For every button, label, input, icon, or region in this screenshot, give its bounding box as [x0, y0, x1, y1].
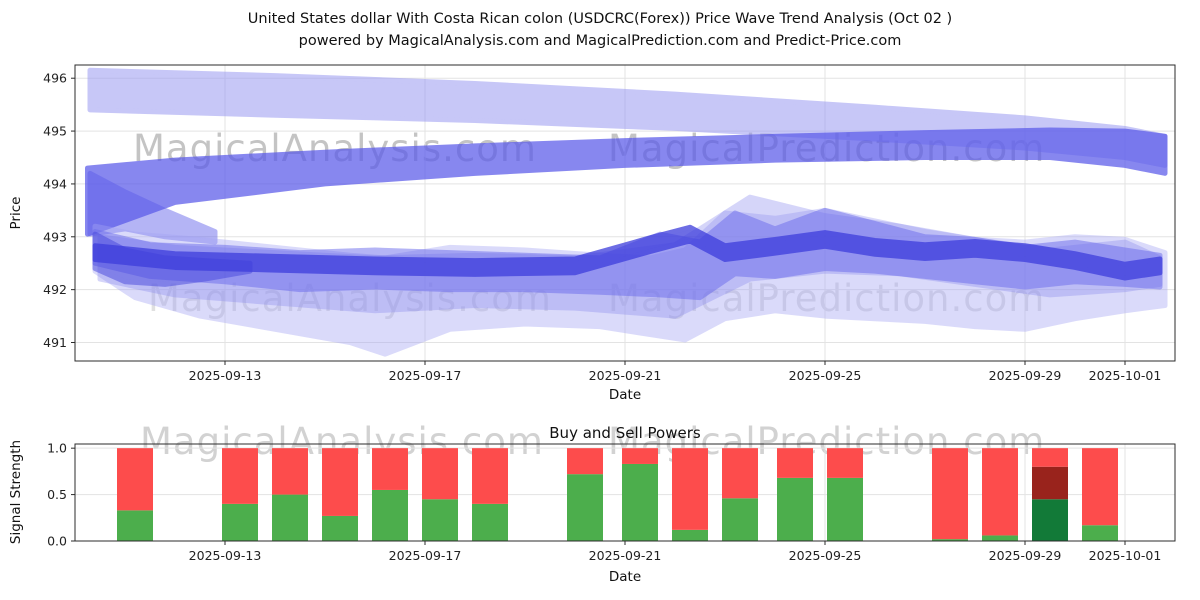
price-y-tick-label: 496 — [43, 71, 67, 86]
buy-sell-powers-title: Buy and Sell Powers — [549, 424, 701, 442]
signal-x-tick-label: 2025-10-01 — [1089, 548, 1162, 563]
price-x-tick-label: 2025-09-21 — [589, 368, 662, 383]
bar-segment-buy_dark-2025-09-30 — [1032, 499, 1068, 541]
signal-y-tick-label: 0.5 — [47, 487, 67, 502]
signal-x-tick-label: 2025-09-25 — [789, 548, 862, 563]
bar-segment-sell-2025-09-22 — [672, 448, 708, 530]
bar-segment-buy-2025-09-14 — [272, 494, 308, 541]
bar-segment-buy-2025-09-21 — [622, 463, 658, 541]
figure-title: United States dollar With Costa Rican co… — [0, 9, 1200, 53]
signal-y-tick-label: 0.0 — [47, 534, 67, 549]
price-y-tick-label: 493 — [43, 229, 67, 244]
bar-segment-sell-2025-10-01 — [1082, 448, 1118, 526]
price-x-tick-label: 2025-09-29 — [989, 368, 1062, 383]
signal-x-tick-label: 2025-09-21 — [589, 548, 662, 563]
bar-segment-buy-2025-09-23 — [722, 498, 758, 541]
price-band-mid-trend-band — [85, 127, 1168, 237]
bar-segment-sell-2025-09-11 — [117, 448, 153, 511]
bar-segment-sell-2025-09-21 — [622, 448, 658, 464]
bar-segment-buy-2025-09-11 — [117, 510, 153, 541]
bar-segment-sell-2025-09-18 — [472, 448, 508, 504]
bar-segment-buy-2025-10-01 — [1082, 525, 1118, 541]
bar-segment-buy-2025-09-29 — [982, 535, 1018, 541]
price-x-tick-label: 2025-09-17 — [389, 368, 462, 383]
bar-segment-buy-2025-09-28 — [932, 539, 968, 541]
bar-segment-sell-2025-09-29 — [982, 448, 1018, 536]
signal-x-tick-label: 2025-09-29 — [989, 548, 1062, 563]
bar-segment-buy-2025-09-18 — [472, 503, 508, 541]
bar-segment-sell-2025-09-17 — [422, 448, 458, 500]
bar-segment-sell-2025-09-14 — [272, 448, 308, 495]
price-axis-label: Price — [8, 197, 24, 230]
bar-segment-sell_dark-2025-09-30 — [1032, 466, 1068, 500]
signal-x-tick-label: 2025-09-13 — [189, 548, 262, 563]
price-x-tick-label: 2025-10-01 — [1089, 368, 1162, 383]
price-x-tick-label: 2025-09-13 — [189, 368, 262, 383]
bar-segment-sell-2025-09-25 — [827, 448, 863, 478]
chart-layers: 2025-09-13 2025-09-17 2025-09-21 2025-09-25… — [43, 64, 1176, 563]
price-y-tick-label: 491 — [43, 335, 67, 350]
price-band-core-trend-line — [92, 224, 1163, 281]
bar-segment-buy-2025-09-17 — [422, 499, 458, 541]
bar-segment-sell-2025-09-13 — [222, 448, 258, 504]
bar-segment-sell-2025-09-28 — [932, 448, 968, 540]
signal-y-tick-label: 1.0 — [47, 441, 67, 456]
bar-segment-buy-2025-09-13 — [222, 503, 258, 541]
title-line-2: powered by MagicalAnalysis.com and Magic… — [298, 32, 902, 49]
signal-strength-axis-label: Signal Strength — [8, 440, 24, 544]
date-axis-label-bottom: Date — [609, 569, 641, 585]
bar-segment-buy-2025-09-16 — [372, 489, 408, 541]
bar-segment-sell-2025-09-15 — [322, 448, 358, 516]
bar-segment-buy-2025-09-25 — [827, 477, 863, 541]
title-line-1: United States dollar With Costa Rican co… — [247, 11, 953, 27]
price-y-tick-label: 495 — [43, 124, 67, 139]
bar-segment-buy-2025-09-22 — [672, 529, 708, 541]
price-y-tick-label: 494 — [43, 176, 67, 191]
bar-segment-sell-2025-09-20 — [567, 448, 603, 475]
bar-segment-sell-2025-09-30 — [1032, 448, 1068, 467]
price-x-tick-label: 2025-09-25 — [789, 368, 862, 383]
bar-segment-sell-2025-09-24 — [777, 448, 813, 478]
date-axis-label-top: Date — [609, 387, 641, 403]
bar-segment-buy-2025-09-24 — [777, 477, 813, 541]
price-y-tick-label: 492 — [43, 282, 67, 297]
bar-segment-buy-2025-09-15 — [322, 515, 358, 541]
bar-segment-sell-2025-09-16 — [372, 448, 408, 490]
bar-segment-sell-2025-09-23 — [722, 448, 758, 499]
bar-segment-buy-2025-09-20 — [567, 474, 603, 541]
signal-x-tick-label: 2025-09-17 — [389, 548, 462, 563]
